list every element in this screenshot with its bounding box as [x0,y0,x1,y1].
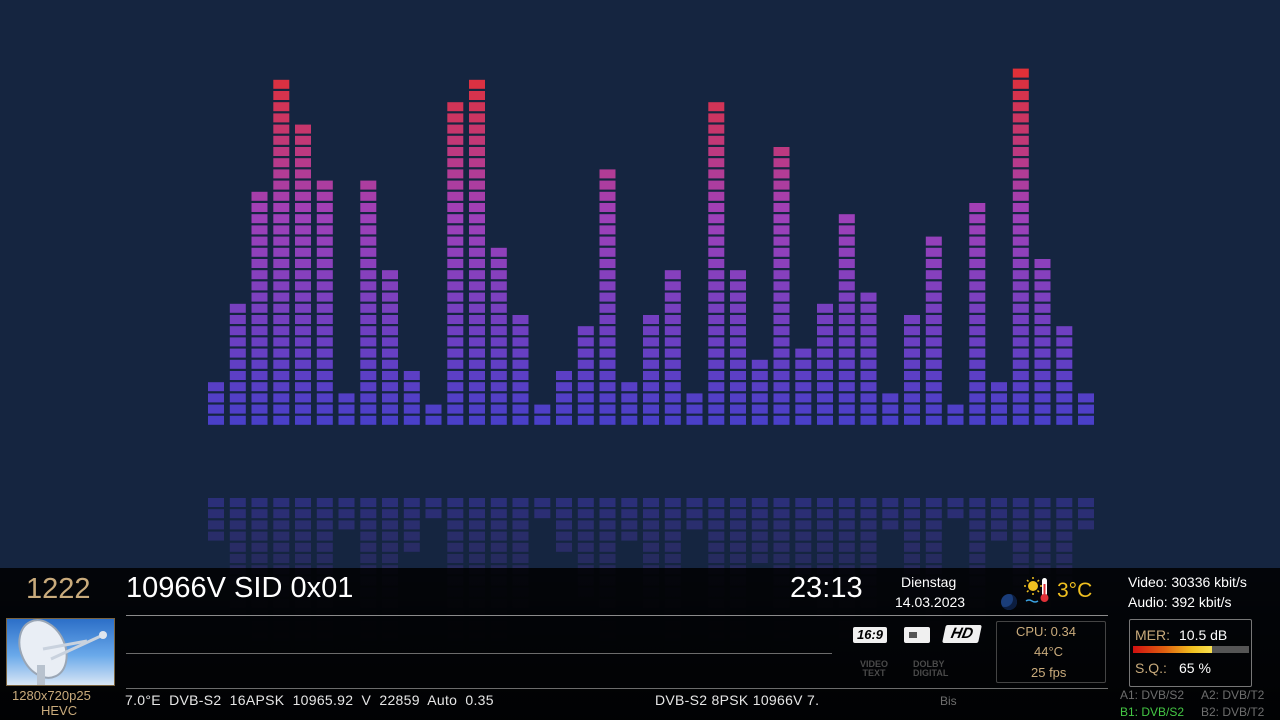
transponder-ticker: DVB-S2 8PSK 10966V 7. [655,692,820,708]
transponder-info: 7.0°E DVB-S2 16APSK 10965.92 V 22859 Aut… [125,692,494,708]
frame-rate: 25 fps [1031,665,1067,680]
visualizer-bar [1078,393,1094,530]
visualizer-bar [882,393,899,530]
visualizer-bar [904,315,920,608]
visualizer-bar [556,371,572,552]
visualizer-bar [708,102,725,653]
visualizer-bar [425,404,442,519]
visualizer-bar [947,404,964,519]
signal-quality-label: S.Q.: [1135,660,1167,676]
tuner-a1: A1: DVB/S2 [1120,688,1185,702]
tuner-a2: A2: DVB/T2 [1201,688,1265,702]
visualizer-bar [991,382,1007,541]
visualizer-bar [1056,326,1073,597]
signal-box [1129,619,1252,687]
hd-badge: HD [942,625,982,643]
cpu-load: CPU: 0.34 [1016,624,1076,639]
video-bitrate: Video: 30336 kbit/s [1128,574,1247,590]
mer-value: 10.5 dB [1179,627,1228,643]
visualizer-bar [338,393,355,530]
visualizer-bar [686,393,703,530]
cpu-temperature: 44°C [1034,644,1064,659]
videotext-label: VIDEO TEXT [859,659,888,678]
weather-temperature: 3°C [1057,579,1093,602]
sun-snow-thermometer-icon [1024,577,1049,603]
mer-label: MER: [1135,627,1170,643]
visualizer-bar [643,315,659,608]
signal-quality-value: 65 % [1179,660,1211,676]
system-info-box [996,621,1106,683]
visualizer-bar [251,191,268,653]
tuner-b2: B2: DVB/T2 [1201,705,1265,719]
moon-phase-icon [1001,594,1017,610]
channel-name: 10966V SID 0x01 [126,572,354,604]
visualizer-bar [208,382,224,541]
video-codec: HEVC [41,703,78,718]
visualizer-bar [751,359,768,563]
videotext-icon: VIDEO TEXT [857,660,891,678]
visualizer-bar [1012,68,1029,653]
clock-time: 23:13 [790,572,863,604]
visualizer-bar [621,382,638,541]
satellite-dish-picon [6,618,115,686]
aspect-ratio-badge: 16:9 [853,627,887,643]
visualizer-bar [469,79,485,653]
visualizer-bar [534,404,551,519]
info-bar [0,568,1280,720]
divider [126,653,832,654]
visualizer-bar [273,79,290,653]
visualizer-bar [403,371,420,552]
visualizer-bar [795,348,812,575]
dolby-label: DOLBY DIGITAL [913,659,949,678]
date: 14.03.2023 [895,594,966,610]
visualizer-bar [577,326,594,597]
divider [126,615,1108,616]
visualizer-bar [512,315,529,608]
subtitle-icon [904,627,930,643]
mer-meter [1133,646,1249,653]
next-event-label: Bis [940,694,957,708]
divider [126,688,1108,689]
mer-meter-fill [1133,646,1212,653]
dolby-digital-icon: DOLBY DIGITAL [913,660,971,678]
weekday: Dienstag [901,574,957,590]
audio-bitrate: Audio: 392 kbit/s [1128,594,1232,610]
channel-number: 1222 [26,573,91,605]
video-resolution: 1280x720p25 [12,688,91,703]
tuner-b1: B1: DVB/S2 [1120,705,1185,719]
